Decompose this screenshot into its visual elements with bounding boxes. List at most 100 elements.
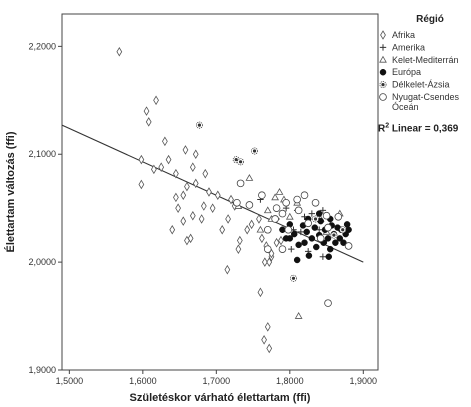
diamond-shape xyxy=(184,181,190,192)
point-diamond xyxy=(248,219,255,230)
r-squared-label: R2 Linear = 0,369 xyxy=(378,122,459,134)
diamond-shape xyxy=(224,264,231,275)
point-filled-circle xyxy=(313,243,320,251)
point-filled-circle xyxy=(332,239,339,246)
diamond-shape xyxy=(182,145,189,155)
diamond-shape xyxy=(261,257,268,267)
diamond-shape xyxy=(180,190,187,201)
triangle-shape xyxy=(379,55,387,63)
point-filled-circle xyxy=(308,235,316,242)
point-open-circle xyxy=(271,215,279,223)
open-circle-shape xyxy=(304,219,312,228)
diamond-shape xyxy=(256,214,262,224)
r-squared-prefix: R xyxy=(378,123,386,134)
point-diamond xyxy=(273,237,280,248)
point-plus xyxy=(297,228,305,236)
filled-circle-shape xyxy=(343,221,351,228)
point-open-circle xyxy=(344,242,353,250)
point-starburst xyxy=(237,158,245,166)
diamond-shape xyxy=(261,335,267,345)
filled-circle-shape xyxy=(313,243,320,251)
diamond-shape xyxy=(150,164,157,175)
starburst-core xyxy=(252,149,257,153)
point-filled-circle xyxy=(345,226,352,234)
point-diamond xyxy=(162,136,168,147)
point-open-circle xyxy=(282,198,290,207)
point-filled-circle xyxy=(343,221,351,228)
point-diamond xyxy=(175,203,181,213)
plot-frame xyxy=(61,13,379,371)
point-filled-circle xyxy=(295,241,302,249)
filled-circle-shape xyxy=(326,245,334,253)
legend-label: Afrika xyxy=(392,30,415,40)
x-tick-label: 1,7000 xyxy=(203,376,231,386)
diamond-shape xyxy=(266,257,273,267)
filled-circle-shape xyxy=(305,252,313,259)
open-circle-shape xyxy=(324,223,332,232)
point-diamond xyxy=(182,145,189,155)
diamond-shape xyxy=(266,343,273,354)
diamond-shape xyxy=(225,214,231,224)
point-diamond xyxy=(266,343,273,354)
diamond-shape xyxy=(264,322,271,332)
plus-shape xyxy=(297,228,305,236)
triangle-shape xyxy=(294,312,303,319)
plus-shape xyxy=(379,44,387,51)
diamond-shape xyxy=(209,203,216,213)
r-squared-sup: 2 xyxy=(385,122,389,129)
point-open-circle xyxy=(278,245,287,253)
filled-circle-shape xyxy=(282,235,290,242)
point-open-circle xyxy=(236,179,245,188)
point-diamond xyxy=(257,287,264,298)
point-open-circle xyxy=(304,219,312,228)
point-diamond xyxy=(165,154,172,165)
diamond-shape xyxy=(200,201,207,211)
starburst-core xyxy=(381,83,385,87)
point-diamond xyxy=(261,335,267,345)
starburst-core xyxy=(313,217,318,221)
filled-circle-shape xyxy=(290,230,298,238)
diamond-shape xyxy=(189,210,196,221)
x-axis-label: Születéskor várható élettartam (ffi) xyxy=(130,392,311,404)
diamond-shape xyxy=(158,162,165,172)
open-circle-shape xyxy=(236,179,245,188)
diamond-shape xyxy=(206,187,212,197)
x-tick-label: 1,8000 xyxy=(276,376,304,386)
point-diamond xyxy=(184,235,190,246)
plus-shape xyxy=(308,210,316,217)
point-diamond xyxy=(264,322,271,332)
point-diamond xyxy=(153,95,159,106)
diamond-shape xyxy=(153,95,159,106)
point-diamond xyxy=(214,190,221,201)
legend-marker-triangle xyxy=(379,55,387,63)
x-tick-label: 1,6000 xyxy=(129,376,157,386)
point-diamond xyxy=(116,46,123,57)
filled-circle-shape xyxy=(293,256,301,264)
open-circle-shape xyxy=(278,245,287,253)
diamond-shape xyxy=(198,214,205,224)
filled-circle-shape xyxy=(315,210,323,217)
fit-line xyxy=(62,124,364,263)
point-diamond xyxy=(192,149,199,160)
legend-marker-filled-circle xyxy=(379,68,387,76)
open-circle-shape xyxy=(293,195,301,204)
x-tick-label: 1,9000 xyxy=(350,376,378,386)
point-diamond xyxy=(228,194,234,205)
filled-circle-shape xyxy=(336,235,344,242)
open-circle-shape xyxy=(379,93,387,101)
legend-marker-diamond xyxy=(380,30,386,40)
legend-label-line1: Nyugat-Csendes xyxy=(392,92,460,102)
point-filled-circle xyxy=(311,224,319,231)
point-open-circle xyxy=(272,204,281,212)
point-open-circle xyxy=(263,225,272,234)
diamond-shape xyxy=(180,216,187,226)
point-open-circle xyxy=(263,245,272,253)
point-filled-circle xyxy=(293,256,301,264)
open-circle-shape xyxy=(233,198,241,207)
filled-circle-shape xyxy=(301,239,308,246)
triangle-shape xyxy=(263,206,272,214)
point-diamond xyxy=(173,192,179,203)
point-open-circle xyxy=(334,213,343,221)
filled-circle-shape xyxy=(332,239,339,246)
